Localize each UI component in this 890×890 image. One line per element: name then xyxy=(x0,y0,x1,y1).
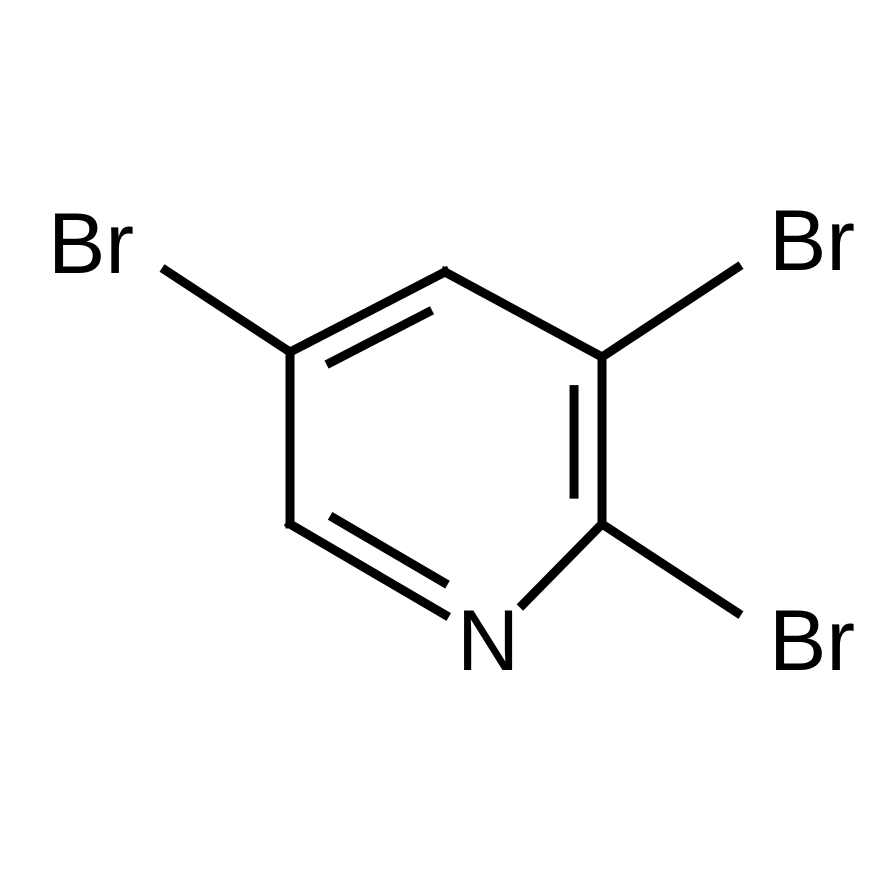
atom-label-br5: Br xyxy=(48,196,134,292)
atom-label-n1: N xyxy=(457,593,519,689)
molecule-diagram: N Br Br Br xyxy=(0,0,890,890)
atom-label-br2: Br xyxy=(769,593,855,689)
atom-label-br3: Br xyxy=(769,193,855,289)
